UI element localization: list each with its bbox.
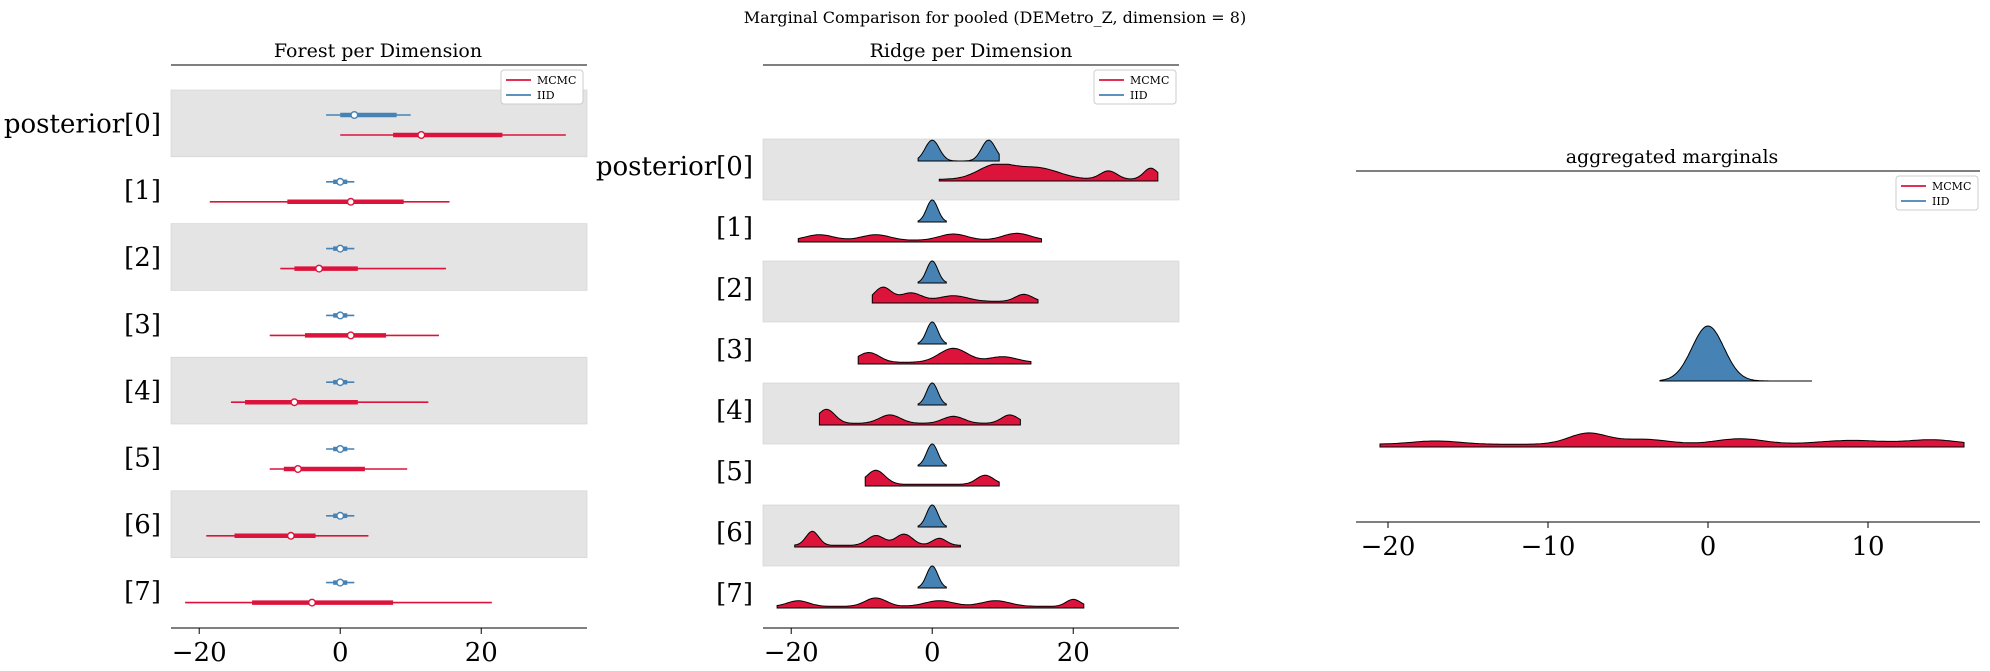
aggregated-x-tick-label: −10: [1521, 532, 1576, 562]
forest-row-label: posterior[0]: [4, 109, 161, 139]
legend-label-iid: IID: [537, 89, 555, 102]
ridge-mcmc-density: [818, 408, 1021, 426]
ridge-row-band: [762, 504, 1180, 567]
ridge-row-band: [762, 260, 1180, 323]
forest-row-label: [7]: [124, 577, 161, 607]
forest-median-point: [336, 378, 345, 387]
ridge-x-tick-label: 0: [924, 638, 941, 668]
forest-median-point: [336, 445, 345, 454]
forest-row-label: [4]: [124, 377, 161, 407]
ridge-mcmc-density: [871, 286, 1039, 304]
forest-median-point: [336, 578, 345, 587]
forest-row-label: [1]: [124, 176, 161, 206]
ridge-row-label: [2]: [716, 274, 753, 304]
legend-label-iid: IID: [1932, 195, 1950, 208]
forest-median-point: [336, 244, 345, 253]
ridge-iid-density: [917, 504, 947, 528]
figure-suptitle: Marginal Comparison for pooled (DEMetro_…: [744, 8, 1246, 27]
ridge-row-label: posterior[0]: [596, 152, 753, 182]
forest-row-label: [2]: [124, 243, 161, 273]
ridge-row-label: [4]: [716, 396, 753, 426]
forest-median-point: [286, 531, 295, 540]
ridge-title: Ridge per Dimension: [870, 40, 1073, 62]
ridge-mcmc-density: [864, 469, 1000, 487]
ridge-iid-density: [917, 260, 947, 284]
forest-x-tick-label: 0: [332, 638, 349, 668]
legend-label-mcmc: MCMC: [537, 74, 576, 87]
aggregated-x-tick-label: 0: [1700, 532, 1717, 562]
forest-median-point: [336, 177, 345, 186]
ridge-row-label: [6]: [716, 518, 753, 548]
forest-median-point: [336, 311, 345, 320]
forest-panel: Forest per Dimension posterior[0] [1] [2] […: [4, 40, 588, 668]
legend-label-mcmc: MCMC: [1932, 180, 1971, 193]
ridge-iid-density: [917, 443, 947, 467]
ridge-x-tick-label: −20: [764, 638, 819, 668]
ridge-iid-density: [917, 321, 947, 345]
ridge-row-label: [1]: [716, 213, 753, 243]
legend-label-iid: IID: [1130, 89, 1148, 102]
ridge-iid-density: [917, 139, 1000, 162]
ridge-row-label: [7]: [716, 579, 753, 609]
forest-median-point: [336, 511, 345, 520]
ridge-x-tick-label: 20: [1057, 638, 1090, 668]
ridge-mcmc-density: [776, 597, 1085, 609]
forest-row-band: [170, 223, 588, 291]
forest-median-point: [290, 398, 299, 407]
ridge-mcmc-density: [794, 530, 961, 548]
ridge-mcmc-density: [938, 163, 1159, 182]
forest-median-point: [346, 331, 355, 340]
forest-row-band: [170, 490, 588, 558]
forest-median-point: [315, 264, 324, 273]
ridge-iid-density: [917, 565, 947, 589]
forest-median-point: [346, 197, 355, 206]
forest-row-label: [5]: [124, 443, 161, 473]
aggregated-x-tick-label: 10: [1851, 532, 1884, 562]
forest-row-band: [170, 356, 588, 425]
ridge-row-label: [3]: [716, 335, 753, 365]
ridge-mcmc-density: [857, 347, 1032, 365]
ridge-mcmc-density: [797, 232, 1043, 243]
forest-row-label: [6]: [124, 510, 161, 540]
forest-x-tick-label: −20: [172, 638, 227, 668]
ridge-row-band: [762, 138, 1180, 201]
ridge-row-label: [5]: [716, 457, 753, 487]
forest-median-point: [293, 465, 302, 474]
ridge-iid-density: [917, 199, 947, 223]
forest-median-point: [417, 130, 426, 139]
forest-x-tick-label: 20: [465, 638, 498, 668]
forest-median-point: [350, 110, 359, 119]
legend-label-mcmc: MCMC: [1130, 74, 1169, 87]
aggregated-iid-density: [1659, 325, 1812, 382]
forest-median-point: [308, 598, 317, 607]
forest-row-label: [3]: [124, 310, 161, 340]
ridge-iid-density: [917, 382, 947, 406]
aggregated-panel: aggregated marginals −20 −10 0 10 MCMC IID: [1356, 146, 1980, 562]
ridge-panel: Ridge per Dimension posterior[0] [1] [2] [3…: [596, 40, 1180, 668]
aggregated-title: aggregated marginals: [1566, 146, 1779, 168]
forest-title: Forest per Dimension: [274, 40, 482, 62]
aggregated-x-tick-label: −20: [1361, 532, 1416, 562]
aggregated-mcmc-density: [1379, 432, 1965, 448]
